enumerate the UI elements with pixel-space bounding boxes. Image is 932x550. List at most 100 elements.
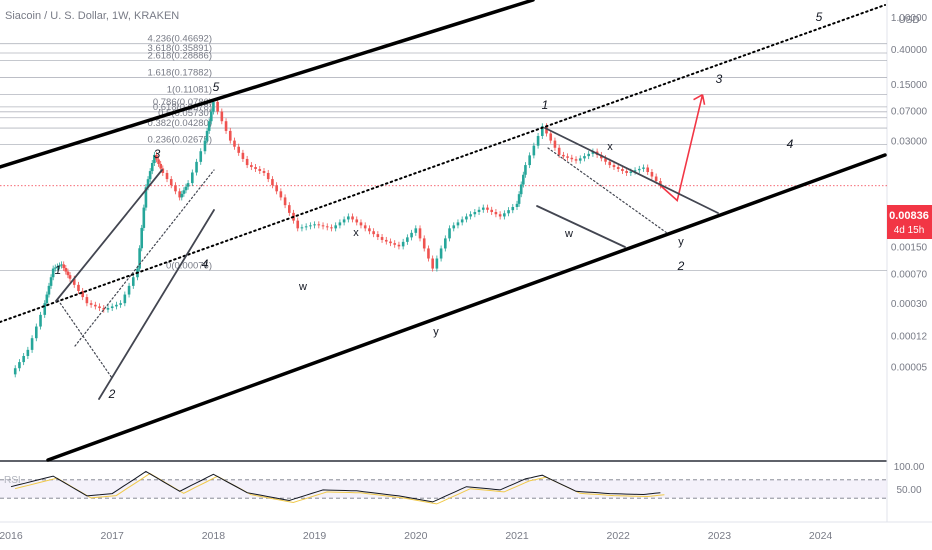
- candle-body: [119, 303, 122, 305]
- candle-body: [115, 304, 118, 307]
- dotted-mid-line[interactable]: [0, 4, 886, 323]
- candle-body: [317, 224, 321, 226]
- candle-body: [60, 264, 63, 266]
- wave-label: 1: [55, 263, 62, 277]
- candle-body: [553, 140, 557, 148]
- candle-body: [380, 237, 384, 240]
- candle-body: [578, 158, 582, 161]
- candle-body: [587, 153, 590, 157]
- rsi-axis-tick: 100.00: [894, 462, 925, 473]
- candle-body: [325, 226, 329, 228]
- impulse-dotted-1[interactable]: [57, 299, 113, 379]
- fib-level-label: 1(0.11081): [167, 84, 212, 95]
- candle-body: [659, 181, 662, 186]
- candle-body: [473, 212, 477, 215]
- candle-body: [165, 172, 169, 180]
- candle-body: [237, 146, 240, 153]
- candle-body: [431, 258, 434, 269]
- upper-channel-line[interactable]: [0, 0, 535, 169]
- candle-body: [205, 130, 209, 141]
- candle-body: [98, 306, 101, 309]
- candle-body: [140, 227, 144, 249]
- correction-dotted[interactable]: [547, 147, 668, 234]
- candle-body: [625, 170, 628, 173]
- fib-level-label: 4.236(0.46692): [148, 34, 212, 45]
- candle-body: [174, 185, 177, 192]
- correction-channel-lower[interactable]: [536, 205, 626, 248]
- main-pane[interactable]: [0, 0, 887, 460]
- fib-level-label: 0.236(0.02675): [148, 135, 212, 146]
- candle-body: [338, 222, 342, 226]
- fib-level-label: 0(0.00076): [166, 260, 212, 271]
- candle-body: [26, 349, 30, 356]
- rsi-axis-tick: 50.00: [896, 485, 921, 496]
- candle-body: [604, 158, 607, 162]
- candle-body: [427, 248, 430, 259]
- candle-body: [418, 228, 422, 239]
- projection-arrowhead: [693, 94, 706, 105]
- candle-body: [13, 368, 17, 375]
- candle-body: [494, 212, 498, 215]
- time-axis-label: 2023: [708, 530, 732, 542]
- candle-body: [304, 226, 308, 228]
- price-axis-tick: 0.03000: [891, 137, 928, 148]
- candle-body: [583, 156, 586, 159]
- rsi-band: [0, 479, 887, 499]
- candle-body: [477, 209, 481, 213]
- wave-label: 4: [202, 257, 209, 271]
- trendlines[interactable]: [0, 0, 887, 462]
- candle-body: [566, 156, 569, 158]
- candle-body: [363, 225, 367, 229]
- price-axis-tick: 0.40000: [891, 45, 928, 56]
- candle-body: [157, 159, 160, 164]
- candle-body: [321, 225, 325, 227]
- fib-level-label: 0.382(0.04280): [148, 118, 212, 129]
- candle-body: [279, 191, 283, 198]
- candle-body: [72, 278, 76, 285]
- candle-body: [545, 126, 548, 134]
- countdown-label: 4d 15h: [894, 225, 925, 236]
- candle-body: [481, 207, 485, 210]
- candle-body: [355, 219, 359, 223]
- candle-body: [207, 121, 211, 131]
- impulse-channel-upper[interactable]: [55, 169, 163, 302]
- impulse-channel-lower[interactable]: [98, 209, 215, 400]
- candle-body: [127, 285, 131, 295]
- time-axis-label: 2022: [607, 530, 631, 542]
- candle-body: [18, 362, 21, 369]
- candle-body: [522, 174, 525, 185]
- candle-body: [45, 294, 49, 304]
- candle-body: [199, 151, 203, 162]
- candle-body: [642, 167, 645, 169]
- wave-label: 5: [213, 80, 220, 94]
- candle-body: [528, 155, 531, 166]
- candle-body: [300, 227, 304, 229]
- fib-level-label: 2.618(0.28886): [148, 51, 212, 62]
- candle-body: [591, 151, 595, 154]
- candle-body: [469, 214, 472, 217]
- price-axis-tick: 1.00000: [891, 13, 928, 24]
- candle-body: [633, 170, 637, 172]
- candle-body: [169, 179, 173, 186]
- impulse-dotted-2[interactable]: [74, 169, 215, 347]
- candle-body: [58, 265, 61, 267]
- candle-body: [507, 210, 510, 214]
- correction-channel-upper[interactable]: [544, 127, 719, 214]
- candle-body: [131, 277, 135, 286]
- candle-body: [212, 101, 215, 112]
- candle-body: [621, 169, 624, 171]
- current-price-tag[interactable]: 0.00836 4d 15h: [887, 205, 932, 239]
- candle-body: [191, 172, 194, 184]
- candle-body: [142, 207, 146, 228]
- lower-support-line[interactable]: [46, 153, 887, 462]
- candle-body: [123, 294, 127, 304]
- candle-body: [35, 326, 38, 339]
- candle-body: [435, 258, 439, 269]
- candle-body: [241, 152, 245, 159]
- candle-body: [275, 185, 278, 192]
- price-axis-tick: 0.00150: [891, 242, 928, 253]
- candle-body: [570, 157, 574, 160]
- candle-body: [465, 216, 468, 220]
- candle-body: [503, 213, 506, 217]
